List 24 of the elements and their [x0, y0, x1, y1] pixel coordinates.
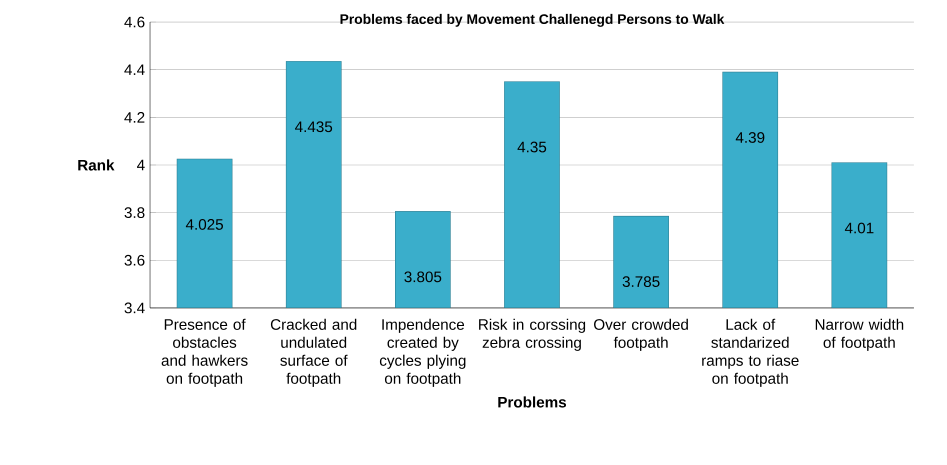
y-tick-label: 3.4 — [124, 302, 145, 314]
data-label: 4.025 — [186, 219, 223, 230]
x-axis-title: Problems — [498, 396, 566, 408]
data-label: 4.01 — [844, 222, 874, 234]
y-axis-title: Rank — [78, 159, 114, 171]
y-tick-label: 3.8 — [124, 207, 144, 218]
x-tick-label: Impendence created by cycles plying on footpath — [380, 318, 466, 387]
data-label: 4.435 — [295, 121, 332, 132]
data-label: 4.35 — [518, 142, 546, 152]
data-label: 3.785 — [622, 276, 660, 287]
y-tick-label: 4.4 — [124, 64, 145, 75]
data-label: 3.805 — [404, 271, 442, 282]
data-label: 4.39 — [736, 132, 764, 143]
y-tick-label: 4.2 — [124, 112, 144, 123]
x-tick-label: Lack of standarized ramps to riase on footpath — [702, 318, 799, 387]
chart-title: Problems faced by Movement Challenegd Persons to Walk — [340, 14, 724, 27]
y-tick-label: 4 — [137, 160, 145, 170]
y-tick-label: 3.6 — [124, 254, 144, 266]
x-tick-label: Narrow width of footpath — [816, 318, 904, 351]
x-tick-label: Over crowded footpath — [594, 318, 688, 351]
x-tick-label: Presence of obstacles and hawkers on footpath — [162, 318, 248, 387]
y-tick-label: 4.6 — [124, 16, 144, 28]
x-tick-label: Cracked and undulated surface of footpath — [270, 318, 356, 387]
x-tick-label: Risk in corssing zebra crossing — [479, 318, 586, 351]
